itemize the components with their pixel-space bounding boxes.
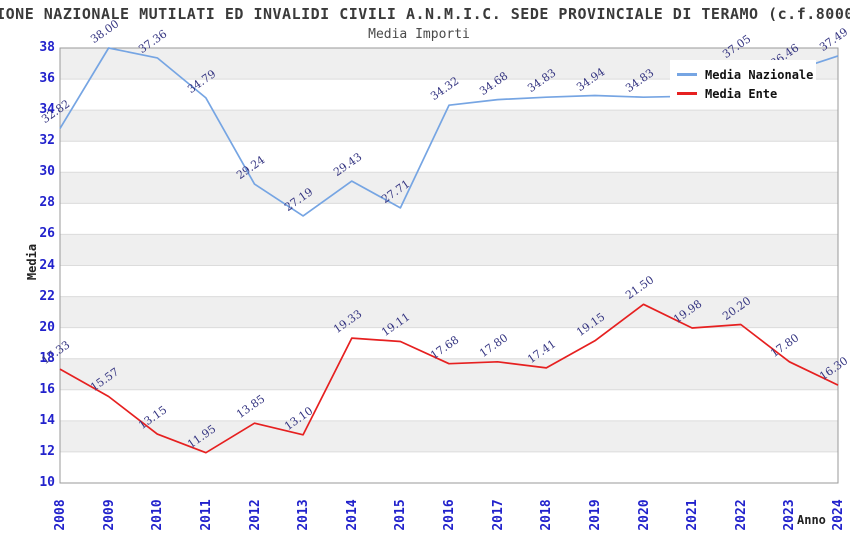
y-tick-label: 18 [39, 350, 55, 366]
chart-title: IAZIONE NAZIONALE MUTILATI ED INVALIDI C… [0, 5, 850, 23]
plot-band [60, 110, 838, 142]
media-ente-line-swatch [677, 92, 697, 95]
y-tick-label: 22 [39, 288, 55, 304]
y-tick-label: 12 [39, 443, 55, 459]
x-tick-label: 2013 [296, 499, 312, 531]
y-tick-label: 36 [39, 71, 55, 87]
x-tick-label: 2021 [685, 499, 701, 531]
legend-label: Media Nazionale [705, 67, 814, 82]
chart-subtitle: Media Importi [368, 27, 470, 42]
y-tick-label: 14 [39, 412, 55, 428]
x-tick-label: 2012 [247, 499, 263, 531]
media-ente-line [59, 303, 839, 454]
plot-border [59, 47, 839, 484]
plot-band [60, 296, 838, 328]
y-tick-label: 28 [39, 195, 55, 211]
y-tick-label: 32 [39, 133, 55, 149]
x-tick-label: 2024 [831, 499, 846, 531]
x-tick-label: 2008 [53, 499, 68, 531]
x-tick-label: 2019 [587, 499, 603, 531]
x-tick-label: 2015 [393, 499, 409, 531]
y-tick-label: 38 [39, 40, 55, 55]
plot-band [60, 141, 838, 173]
y-tick-label: 26 [39, 226, 55, 242]
x-tick-label: 2020 [636, 499, 652, 531]
x-tick-label: 2018 [539, 499, 555, 531]
plot-band [60, 203, 838, 235]
plot-band [60, 327, 838, 359]
legend-item-media-nazionale: Media Nazionale [677, 65, 816, 84]
x-tick-label: 2022 [733, 499, 749, 531]
plot-band [60, 389, 838, 421]
y-tick-label: 24 [39, 257, 55, 273]
y-axis-title: Media [25, 243, 39, 281]
y-tick-label: 16 [39, 381, 55, 397]
x-tick-label: 2009 [101, 499, 117, 531]
plot-band [60, 451, 838, 483]
plot-band [60, 265, 838, 297]
legend-item-media-ente: Media Ente [677, 84, 816, 103]
y-tick-label: 10 [39, 475, 55, 490]
x-tick-label: 2023 [782, 499, 798, 531]
y-tick-label: 20 [39, 319, 55, 335]
x-tick-label: 2010 [150, 499, 166, 531]
legend: Media Nazionale Media Ente [670, 60, 816, 108]
x-tick-label: 2014 [344, 499, 360, 531]
x-tick-label: 2011 [198, 499, 214, 531]
x-axis-title: Anno [797, 513, 826, 527]
media-nazionale-line-swatch [677, 73, 697, 76]
x-tick-label: 2016 [442, 499, 457, 531]
plot-band [60, 234, 838, 266]
y-tick-label: 34 [39, 102, 55, 118]
legend-label: Media Ente [705, 86, 778, 101]
x-tick-label: 2017 [490, 499, 506, 531]
plot-band [60, 172, 838, 204]
plot-band [60, 420, 838, 452]
y-tick-label: 30 [39, 164, 55, 180]
